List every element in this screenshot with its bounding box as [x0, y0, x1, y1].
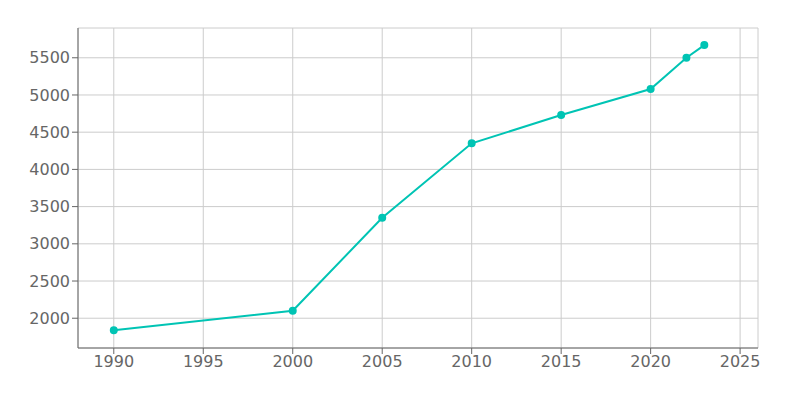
svg-text:3000: 3000	[29, 234, 70, 253]
svg-text:2000: 2000	[272, 352, 313, 371]
svg-text:1995: 1995	[183, 352, 224, 371]
svg-text:2000: 2000	[29, 309, 70, 328]
svg-text:5500: 5500	[29, 48, 70, 67]
svg-text:2020: 2020	[630, 352, 671, 371]
svg-text:2010: 2010	[451, 352, 492, 371]
svg-text:2005: 2005	[362, 352, 403, 371]
svg-text:2500: 2500	[29, 272, 70, 291]
svg-text:3500: 3500	[29, 197, 70, 216]
svg-text:4000: 4000	[29, 160, 70, 179]
svg-text:1990: 1990	[93, 352, 134, 371]
svg-text:2025: 2025	[720, 352, 761, 371]
svg-text:2015: 2015	[541, 352, 582, 371]
svg-text:4500: 4500	[29, 123, 70, 142]
svg-text:5000: 5000	[29, 86, 70, 105]
